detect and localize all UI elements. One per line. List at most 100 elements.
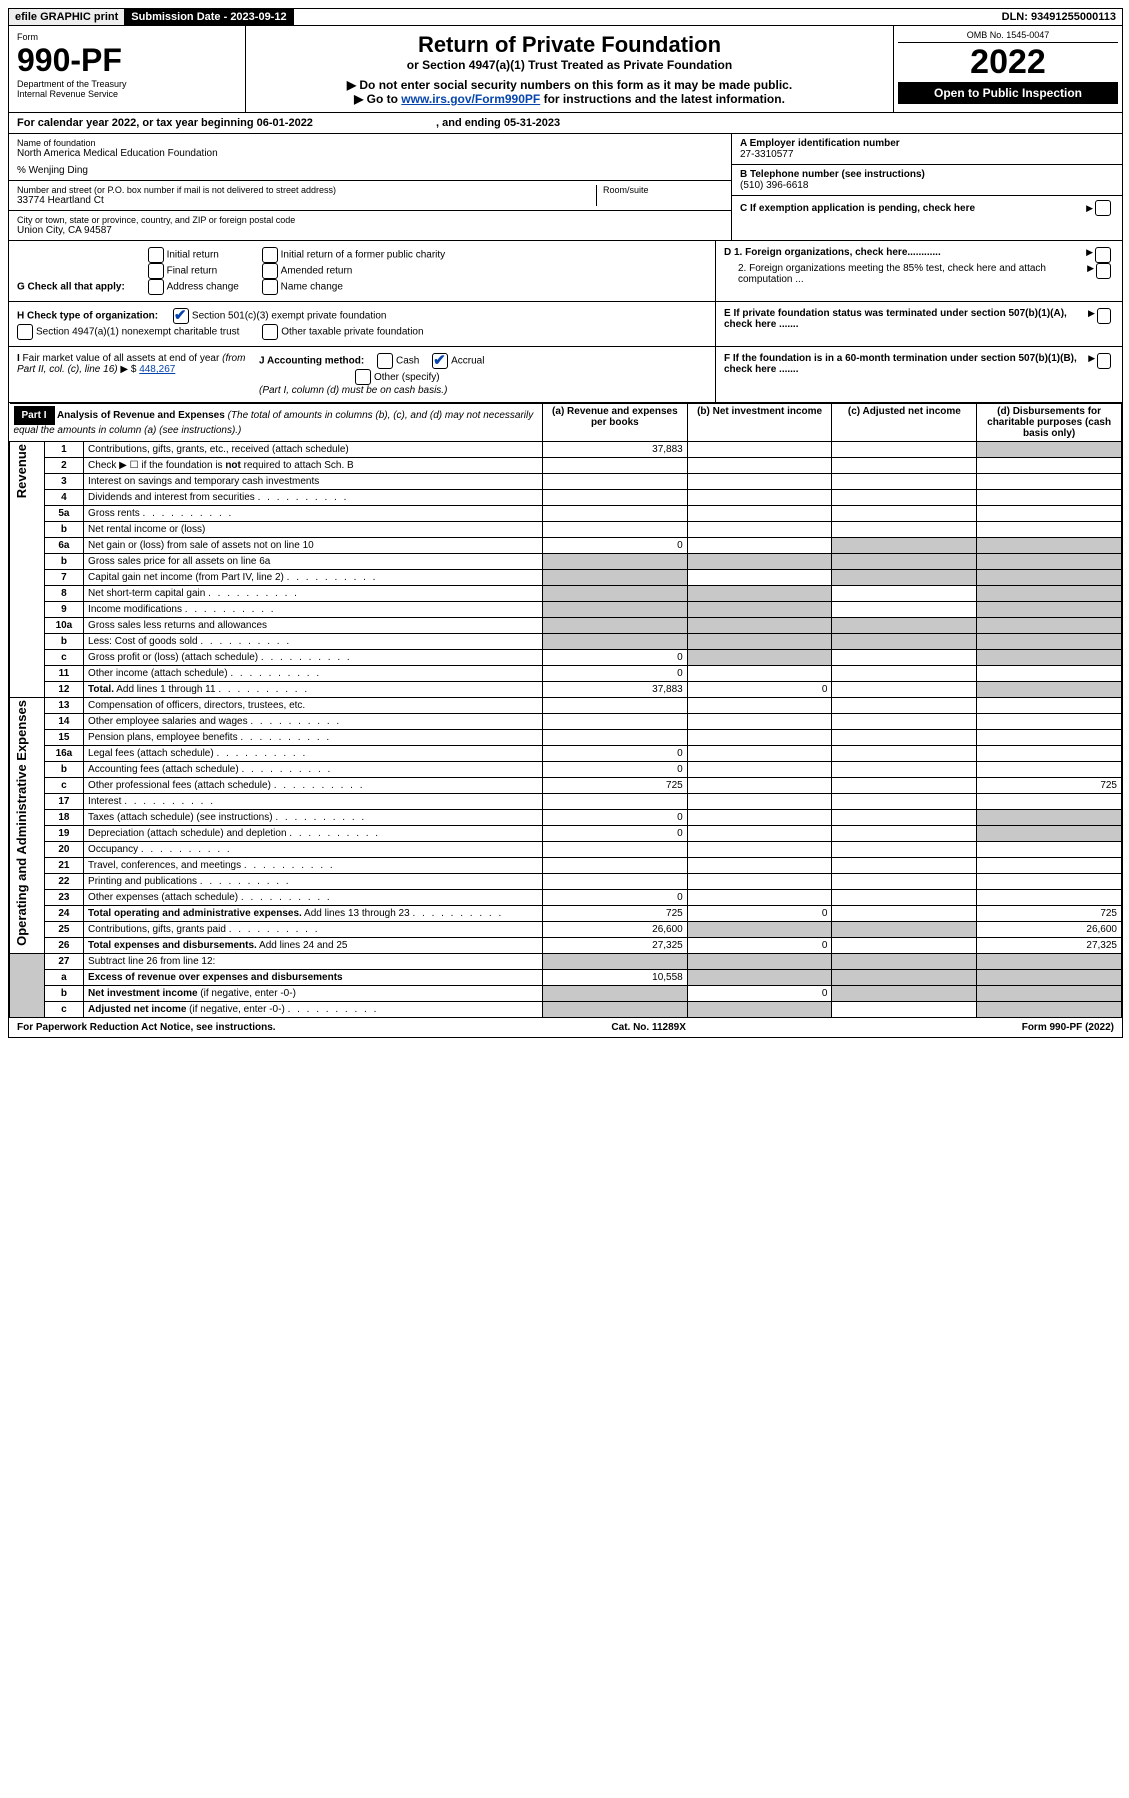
- table-row: Operating and Administrative Expenses13C…: [10, 698, 1122, 714]
- cell-value: [832, 666, 977, 682]
- checkbox-address-change[interactable]: [148, 279, 164, 295]
- cell-value: [832, 794, 977, 810]
- line-e: E If private foundation status was termi…: [724, 308, 1088, 340]
- cell-value: [832, 986, 977, 1002]
- checkbox-d1[interactable]: [1095, 247, 1111, 263]
- line-number: 8: [44, 586, 83, 602]
- checkbox-accrual[interactable]: [432, 353, 448, 369]
- table-row: 2Check ▶ ☐ if the foundation is not requ…: [10, 458, 1122, 474]
- checkbox-e[interactable]: [1097, 308, 1111, 324]
- cell-value: [832, 650, 977, 666]
- table-row: cGross profit or (loss) (attach schedule…: [10, 650, 1122, 666]
- cell-value: [542, 602, 687, 618]
- checkbox-501c3[interactable]: [173, 308, 189, 324]
- cell-value: [687, 618, 832, 634]
- checkbox-cash[interactable]: [377, 353, 393, 369]
- line-description: Gross profit or (loss) (attach schedule): [84, 650, 543, 666]
- line-number: 23: [44, 890, 83, 906]
- cell-value: 26,600: [977, 922, 1122, 938]
- table-row: Revenue1Contributions, gifts, grants, et…: [10, 442, 1122, 458]
- checkbox-other-taxable[interactable]: [262, 324, 278, 340]
- checkbox-d2[interactable]: [1096, 263, 1111, 279]
- cell-value: [687, 746, 832, 762]
- h-label: H Check type of organization:: [17, 311, 158, 322]
- table-row: 6aNet gain or (loss) from sale of assets…: [10, 538, 1122, 554]
- table-row: 15Pension plans, employee benefits: [10, 730, 1122, 746]
- table-row: 3Interest on savings and temporary cash …: [10, 474, 1122, 490]
- top-bar: efile GRAPHIC print Submission Date - 20…: [9, 9, 1122, 26]
- checkbox-f[interactable]: [1097, 353, 1111, 369]
- efile-print-label: efile GRAPHIC print: [9, 9, 125, 25]
- table-row: cAdjusted net income (if negative, enter…: [10, 1002, 1122, 1018]
- cell-value: [687, 810, 832, 826]
- line-j-label: J Accounting method:: [259, 356, 364, 367]
- checkbox-final-return[interactable]: [148, 263, 164, 279]
- cell-value: 27,325: [542, 938, 687, 954]
- fmv-value[interactable]: 448,267: [139, 364, 175, 375]
- cell-value: [542, 954, 687, 970]
- line-number: 4: [44, 490, 83, 506]
- checkbox-other-method[interactable]: [355, 369, 371, 385]
- ein-value: 27-3310577: [740, 149, 1114, 160]
- checkbox-amended[interactable]: [262, 263, 278, 279]
- cell-value: [977, 570, 1122, 586]
- cell-value: [832, 490, 977, 506]
- line-number: 25: [44, 922, 83, 938]
- line-description: Depreciation (attach schedule) and deple…: [84, 826, 543, 842]
- line-number: 18: [44, 810, 83, 826]
- cat-number: Cat. No. 11289X: [611, 1022, 685, 1033]
- page-footer: For Paperwork Reduction Act Notice, see …: [9, 1018, 1122, 1037]
- line-number: c: [44, 1002, 83, 1018]
- cell-value: [832, 586, 977, 602]
- cell-value: [687, 458, 832, 474]
- col-c-header: (c) Adjusted net income: [832, 404, 977, 442]
- cell-value: [542, 1002, 687, 1018]
- checkbox-4947a1[interactable]: [17, 324, 33, 340]
- cell-value: [977, 490, 1122, 506]
- cell-value: [832, 682, 977, 698]
- line-number: b: [44, 762, 83, 778]
- checkbox-name-change[interactable]: [262, 279, 278, 295]
- checkbox-initial-former[interactable]: [262, 247, 278, 263]
- cell-value: [977, 618, 1122, 634]
- line-description: Contributions, gifts, grants paid: [84, 922, 543, 938]
- line-description: Total expenses and disbursements. Add li…: [84, 938, 543, 954]
- table-row: 10aGross sales less returns and allowanc…: [10, 618, 1122, 634]
- cell-value: [977, 554, 1122, 570]
- line-number: 16a: [44, 746, 83, 762]
- table-row: bNet rental income or (loss): [10, 522, 1122, 538]
- line-description: Total operating and administrative expen…: [84, 906, 543, 922]
- j-note: (Part I, column (d) must be on cash basi…: [259, 385, 447, 396]
- checkbox-c[interactable]: [1095, 200, 1111, 216]
- line-description: Less: Cost of goods sold: [84, 634, 543, 650]
- table-row: 22Printing and publications: [10, 874, 1122, 890]
- form-subtitle: or Section 4947(a)(1) Trust Treated as P…: [258, 58, 881, 72]
- cell-value: [832, 506, 977, 522]
- form-word: Form: [17, 32, 237, 42]
- cell-value: [832, 554, 977, 570]
- cell-value: [832, 538, 977, 554]
- form-number: 990-PF: [17, 42, 237, 79]
- line-description: Interest: [84, 794, 543, 810]
- cell-value: [687, 474, 832, 490]
- form990pf-link[interactable]: www.irs.gov/Form990PF: [401, 92, 540, 106]
- cell-value: [977, 730, 1122, 746]
- cell-value: [687, 698, 832, 714]
- cell-value: [687, 522, 832, 538]
- cell-value: [832, 474, 977, 490]
- line-number: 3: [44, 474, 83, 490]
- cell-value: 725: [542, 906, 687, 922]
- cell-value: 37,883: [542, 442, 687, 458]
- table-row: 14Other employee salaries and wages: [10, 714, 1122, 730]
- table-row: bLess: Cost of goods sold: [10, 634, 1122, 650]
- cell-value: [687, 634, 832, 650]
- col-d-header: (d) Disbursements for charitable purpose…: [977, 404, 1122, 442]
- part1-header: Part I: [14, 406, 55, 425]
- part1-table: Part I Analysis of Revenue and Expenses …: [9, 403, 1122, 1018]
- form-header: Form 990-PF Department of the Treasury I…: [9, 26, 1122, 113]
- cell-value: 0: [542, 810, 687, 826]
- line-description: Gross sales price for all assets on line…: [84, 554, 543, 570]
- cell-value: [977, 666, 1122, 682]
- checkbox-initial-return[interactable]: [148, 247, 164, 263]
- table-row: 23Other expenses (attach schedule) 0: [10, 890, 1122, 906]
